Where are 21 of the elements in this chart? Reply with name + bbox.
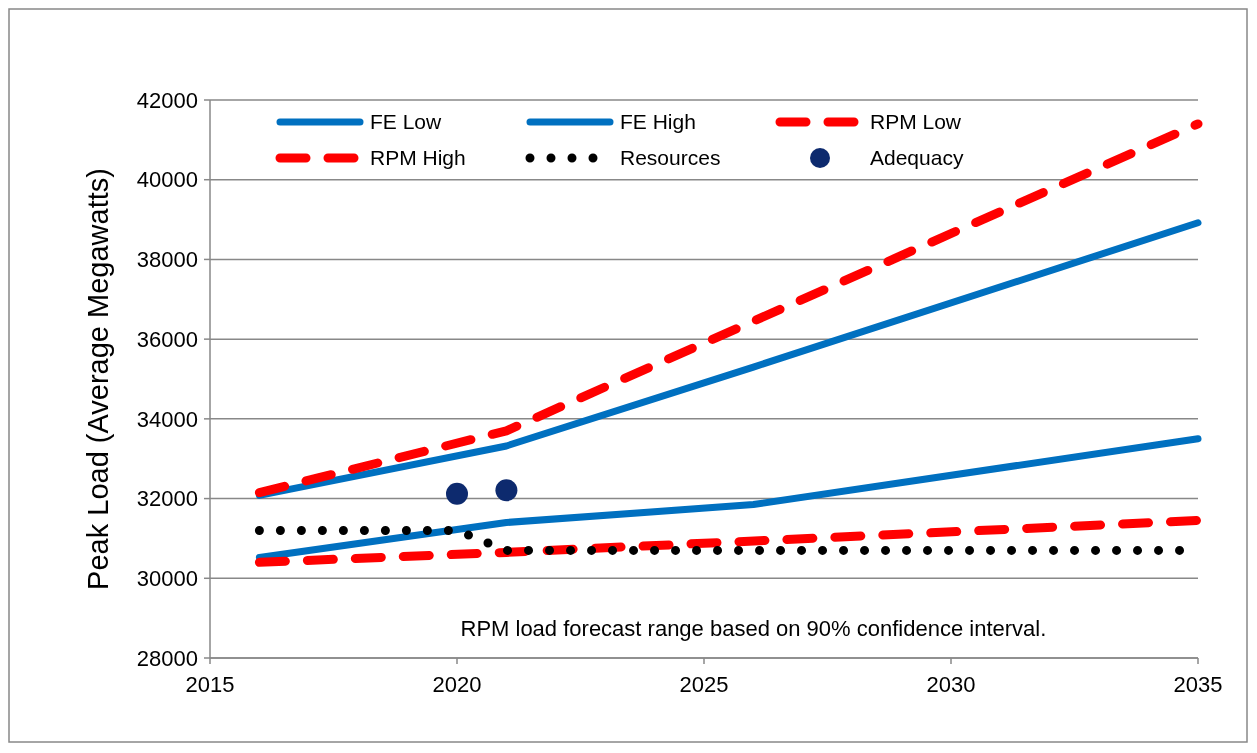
legend-label: RPM Low <box>870 110 962 134</box>
y-tick-label: 36000 <box>136 326 198 352</box>
x-tick-label: 2030 <box>926 672 976 697</box>
legend-label: FE Low <box>370 110 443 134</box>
y-tick-label: 34000 <box>136 406 198 432</box>
y-tick-label: 32000 <box>136 486 198 512</box>
y-tick-label: 40000 <box>136 167 198 193</box>
annotation: RPM load forecast range based on 90% confidence interval. <box>460 616 1047 641</box>
y-tick-label: 42000 <box>136 87 198 113</box>
y-tick-label: 30000 <box>136 565 198 591</box>
y-axis-title: Peak Load (Average Megawatts) <box>82 168 114 590</box>
x-tick-label: 2020 <box>432 672 482 697</box>
legend-label: Resources <box>620 146 721 170</box>
y-tick-label: 38000 <box>136 247 198 273</box>
x-tick-label: 2015 <box>185 672 235 697</box>
legend-label: Adequacy <box>870 146 964 170</box>
legend-label: RPM High <box>370 146 466 170</box>
x-tick-label: 2025 <box>679 672 729 697</box>
legend-label: FE High <box>620 110 696 134</box>
x-tick-label: 2035 <box>1173 672 1223 697</box>
y-tick-label: 28000 <box>136 645 198 671</box>
